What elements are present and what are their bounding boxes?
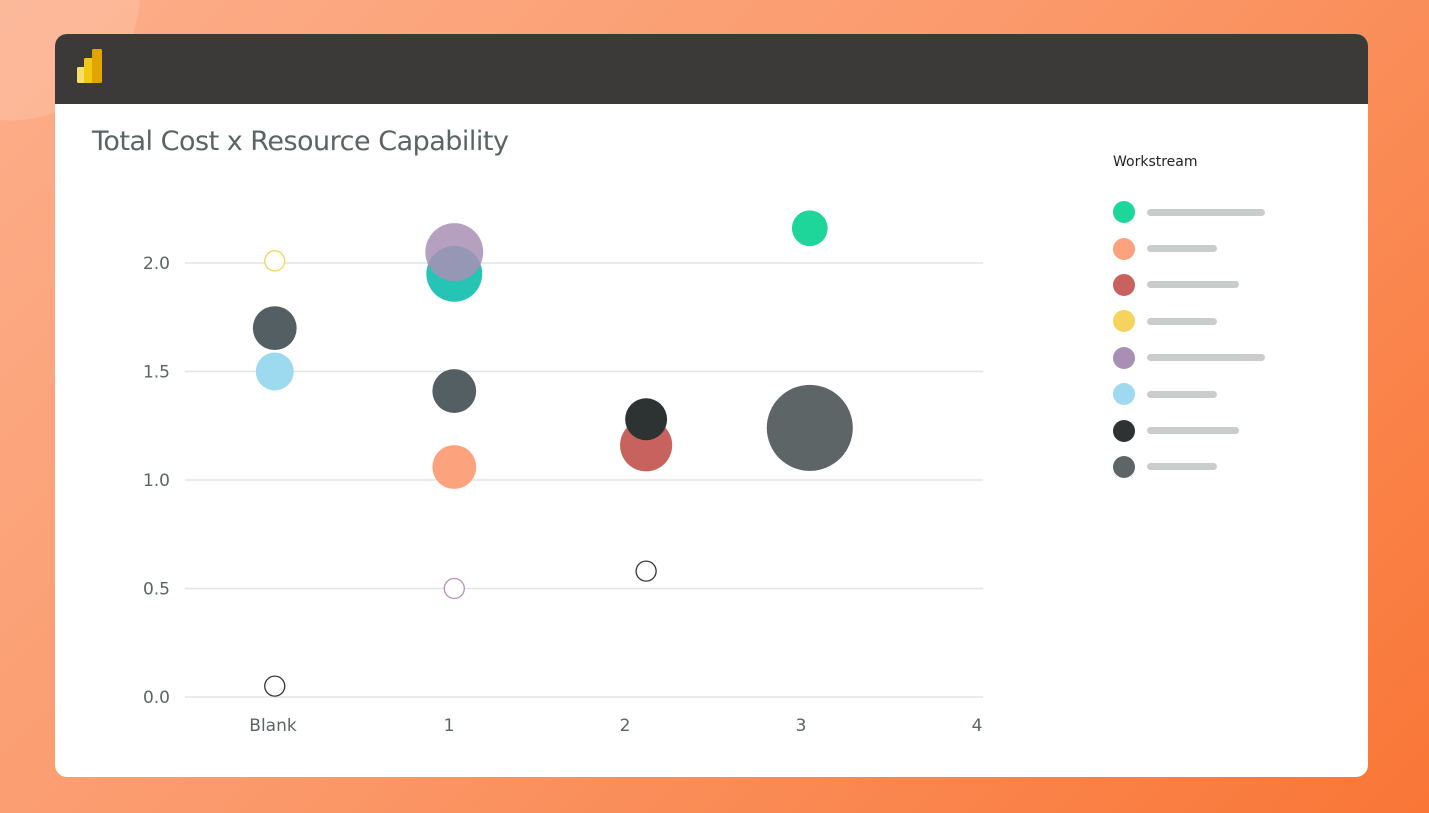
legend-item[interactable] (1113, 303, 1313, 339)
y-tick-label: 1.0 (143, 471, 170, 491)
data-bubble (252, 306, 297, 351)
legend-title: Workstream (1113, 154, 1198, 170)
legend-swatch-icon (1113, 237, 1135, 260)
x-tick-label: Blank (249, 716, 297, 736)
legend-swatch-icon (1113, 201, 1135, 224)
legend-item[interactable] (1113, 412, 1313, 448)
legend-item[interactable] (1113, 267, 1313, 303)
data-bubble (625, 398, 668, 441)
data-bubble (766, 384, 853, 471)
data-bubble (432, 369, 477, 413)
top-bar (55, 34, 1368, 104)
x-tick-label: 1 (444, 716, 455, 736)
legend-swatch-icon (1113, 273, 1135, 296)
legend-item[interactable] (1113, 340, 1313, 376)
legend-label-redacted (1147, 245, 1217, 253)
legend-item[interactable] (1113, 376, 1313, 412)
data-bubble (432, 445, 477, 489)
data-bubble (264, 675, 286, 697)
legend-label-redacted (1147, 427, 1239, 435)
legend-label-redacted (1147, 354, 1265, 362)
x-tick-label: 2 (620, 716, 631, 736)
legend-label-redacted (1147, 281, 1239, 289)
legend-label-redacted (1147, 390, 1217, 398)
data-bubble (255, 352, 294, 391)
legend: Workstream (1113, 154, 1313, 485)
legend-item[interactable] (1113, 449, 1313, 485)
legend-swatch-icon (1113, 346, 1135, 369)
scatter-chart: 0.0 0.5 1.0 1.5 2.0 Blank 1 2 3 4 (143, 210, 983, 736)
y-tick-label: 0.5 (143, 580, 170, 600)
data-bubble (425, 223, 484, 282)
legend-item[interactable] (1113, 230, 1313, 266)
data-bubble (264, 250, 286, 272)
legend-label-redacted (1147, 463, 1217, 471)
chart-title: Total Cost x Resource Capability (92, 126, 509, 157)
legend-swatch-icon (1113, 419, 1135, 442)
y-tick-label: 2.0 (143, 254, 170, 274)
y-tick-label: 1.5 (143, 363, 170, 383)
report-card: Total Cost x Resource Capability 0.0 0.5 1… (55, 34, 1368, 777)
legend-swatch-icon (1113, 455, 1135, 478)
y-tick-label: 0.0 (143, 688, 170, 708)
data-bubble (635, 560, 657, 582)
data-bubble (443, 577, 465, 600)
data-bubble (791, 210, 828, 247)
x-tick-label: 4 (972, 716, 983, 736)
legend-swatch-icon (1113, 383, 1135, 406)
legend-label-redacted (1147, 208, 1265, 216)
power-bi-logo-icon (77, 49, 102, 83)
legend-swatch-icon (1113, 310, 1135, 333)
legend-item[interactable] (1113, 194, 1313, 230)
x-tick-label: 3 (796, 716, 807, 736)
legend-label-redacted (1147, 317, 1217, 325)
